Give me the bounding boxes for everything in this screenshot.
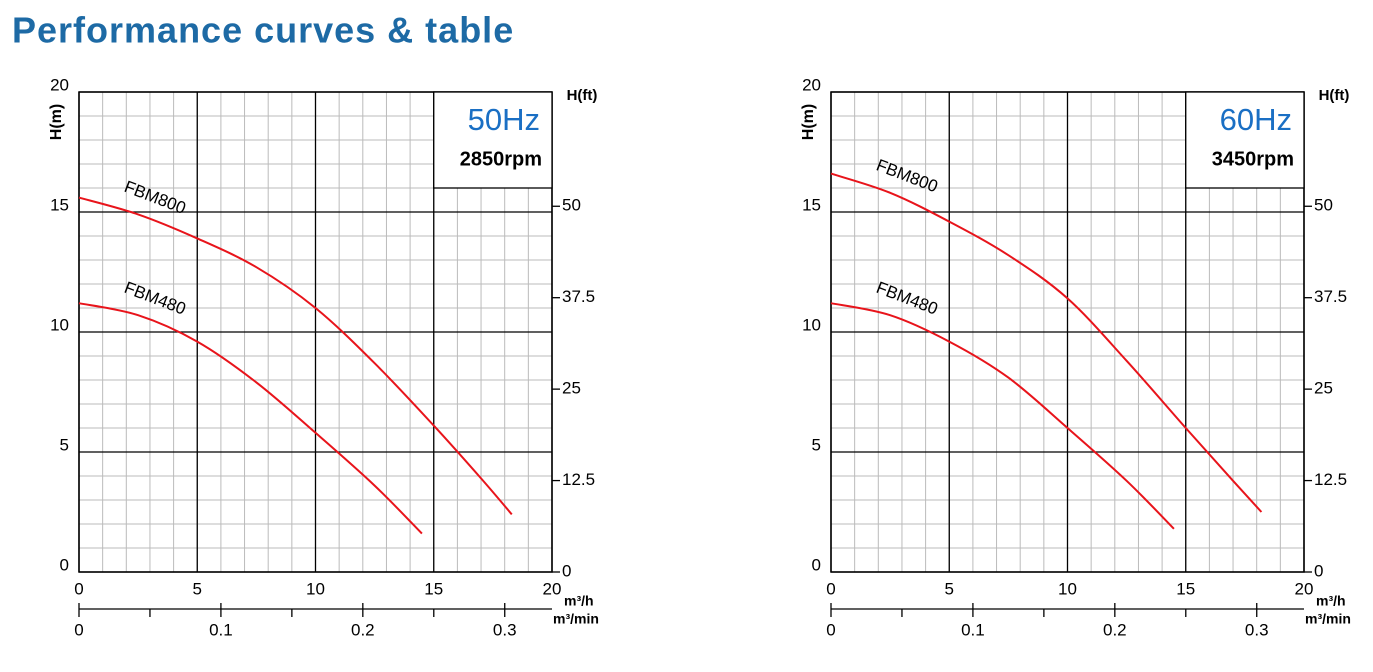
curve <box>830 172 1263 513</box>
badge: 50Hz <box>468 102 540 137</box>
y-axis-label: H(m) <box>48 104 65 140</box>
x2-tick-label: 0 <box>74 620 83 639</box>
y-tick-label: 15 <box>50 195 69 214</box>
y2-tick-label: 37.5 <box>562 287 595 306</box>
x-tick-label: 20 <box>543 579 562 598</box>
y2-tick-label: 50 <box>562 196 581 215</box>
x2-tick-label: 0.1 <box>961 620 985 639</box>
y-tick-label: 0 <box>812 555 821 574</box>
y2-tick-label: 0 <box>562 561 571 580</box>
y-tick-label: 10 <box>802 315 821 334</box>
curve <box>78 196 513 516</box>
x2-tick-label: 0.3 <box>493 620 517 639</box>
y2-tick-label: 12.5 <box>562 470 595 489</box>
y2-tick-label: 50 <box>1314 196 1333 215</box>
x2-tick-label: 0.1 <box>209 620 233 639</box>
y-tick-label: 20 <box>50 75 69 94</box>
x-tick-label: 20 <box>1295 579 1314 598</box>
y2-tick-label: 25 <box>1314 379 1333 398</box>
y-tick-label: 5 <box>60 435 69 454</box>
speed: 3450rpm <box>1212 148 1294 170</box>
y2-tick-label: 25 <box>562 379 581 398</box>
badge-box <box>1185 91 1305 189</box>
page-title: Performance curves & table <box>12 10 514 51</box>
plot-frame <box>830 91 1305 573</box>
y2-tick-label: 0 <box>1314 561 1323 580</box>
y2-axis-label: H(ft) <box>1319 87 1350 104</box>
curve <box>830 302 1175 530</box>
x-axis-label: m³/h <box>564 593 594 609</box>
badge: 60Hz <box>1220 102 1292 137</box>
x-tick-label: 15 <box>1176 579 1195 598</box>
plot-frame <box>78 91 553 573</box>
speed: 2850rpm <box>460 148 542 170</box>
x-tick-label: 0 <box>826 579 835 598</box>
x-tick-label: 5 <box>945 579 954 598</box>
x2-tick-label: 0.3 <box>1245 620 1269 639</box>
y-tick-label: 0 <box>60 555 69 574</box>
x2-axis-label: m³/min <box>553 611 599 627</box>
x-tick-label: 10 <box>1058 579 1077 598</box>
x-tick-label: 5 <box>193 579 202 598</box>
x2-axis-label: m³/min <box>1305 611 1351 627</box>
y2-tick-label: 37.5 <box>1314 287 1347 306</box>
x-tick-label: 10 <box>306 579 325 598</box>
x2-tick-label: 0.2 <box>1103 620 1127 639</box>
x2-tick-label: 0.2 <box>351 620 375 639</box>
x2-tick-label: 0 <box>826 620 835 639</box>
y-tick-label: 20 <box>802 75 821 94</box>
y-tick-label: 5 <box>812 435 821 454</box>
y-tick-label: 15 <box>802 195 821 214</box>
x-tick-label: 15 <box>424 579 443 598</box>
y-tick-label: 10 <box>50 315 69 334</box>
y-axis-label: H(m) <box>800 104 817 140</box>
curve <box>78 302 423 535</box>
y2-axis-label: H(ft) <box>567 87 598 104</box>
x-axis-label: m³/h <box>1316 593 1346 609</box>
x-tick-label: 0 <box>74 579 83 598</box>
y2-tick-label: 12.5 <box>1314 470 1347 489</box>
badge-box <box>433 91 553 189</box>
